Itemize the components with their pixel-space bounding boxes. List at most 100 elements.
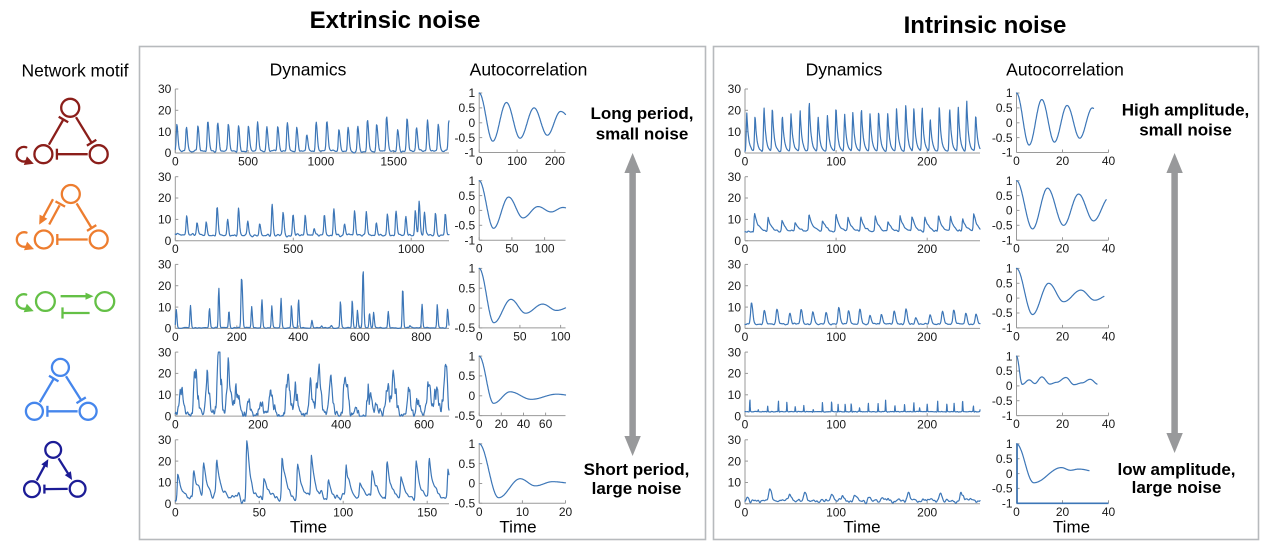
svg-text:20: 20 (1056, 329, 1070, 343)
svg-text:100: 100 (551, 329, 571, 343)
svg-text:20: 20 (728, 454, 742, 468)
svg-text:100: 100 (826, 330, 846, 344)
svg-text:20: 20 (728, 367, 742, 381)
svg-text:0.5: 0.5 (459, 369, 476, 383)
svg-text:High amplitude,: High amplitude, (1122, 101, 1250, 120)
svg-text:20: 20 (1056, 242, 1070, 256)
svg-text:-1: -1 (1002, 146, 1013, 160)
svg-text:40: 40 (1102, 417, 1116, 431)
svg-text:20: 20 (158, 104, 172, 118)
svg-text:small noise: small noise (596, 124, 689, 143)
svg-text:Time: Time (290, 518, 327, 537)
svg-text:0: 0 (172, 418, 179, 432)
svg-text:0: 0 (165, 146, 172, 160)
svg-text:0: 0 (742, 155, 749, 169)
svg-text:0: 0 (469, 116, 476, 130)
svg-text:30: 30 (728, 82, 742, 96)
svg-text:0: 0 (469, 204, 476, 218)
svg-text:0.5: 0.5 (459, 457, 476, 471)
svg-text:10: 10 (158, 213, 172, 227)
svg-text:0: 0 (469, 301, 476, 315)
svg-text:10: 10 (728, 300, 742, 314)
svg-text:20: 20 (158, 454, 172, 468)
svg-text:10: 10 (158, 476, 172, 490)
svg-text:0: 0 (1006, 116, 1013, 130)
svg-text:0: 0 (172, 242, 179, 256)
svg-text:1: 1 (1006, 174, 1013, 188)
svg-text:30: 30 (158, 82, 172, 96)
svg-text:10: 10 (728, 125, 742, 139)
svg-text:-0.5: -0.5 (455, 409, 476, 423)
svg-text:100: 100 (333, 505, 353, 519)
svg-text:0: 0 (476, 417, 483, 431)
svg-text:150: 150 (417, 505, 437, 519)
svg-text:0: 0 (1013, 329, 1020, 343)
svg-text:20: 20 (158, 279, 172, 293)
svg-text:-0.5: -0.5 (992, 394, 1013, 408)
svg-text:Dynamics: Dynamics (806, 60, 883, 80)
svg-text:0: 0 (734, 322, 741, 336)
svg-text:60: 60 (539, 417, 553, 431)
svg-text:40: 40 (517, 417, 531, 431)
svg-text:20: 20 (728, 279, 742, 293)
svg-text:600: 600 (350, 330, 370, 344)
svg-text:100: 100 (535, 242, 555, 256)
svg-text:Network motif: Network motif (22, 61, 129, 81)
svg-text:200: 200 (917, 155, 937, 169)
svg-text:10: 10 (158, 125, 172, 139)
svg-text:Long period,: Long period, (591, 104, 694, 123)
svg-text:600: 600 (414, 418, 434, 432)
svg-text:0: 0 (734, 409, 741, 423)
svg-text:0: 0 (172, 330, 179, 344)
svg-text:0.5: 0.5 (996, 364, 1013, 378)
svg-text:0: 0 (476, 154, 483, 168)
svg-text:200: 200 (917, 242, 937, 256)
svg-text:0: 0 (165, 322, 172, 336)
svg-text:10: 10 (158, 300, 172, 314)
svg-text:200: 200 (917, 330, 937, 344)
svg-text:0: 0 (1013, 505, 1020, 519)
svg-text:-0.5: -0.5 (455, 219, 476, 233)
svg-text:Short period,: Short period, (584, 460, 690, 479)
svg-text:0.5: 0.5 (459, 281, 476, 295)
svg-text:-0.5: -0.5 (455, 497, 476, 511)
svg-text:-1: -1 (1002, 497, 1013, 511)
svg-text:0: 0 (469, 389, 476, 403)
svg-text:20: 20 (559, 505, 573, 519)
svg-text:-1: -1 (465, 233, 476, 247)
svg-text:10: 10 (728, 388, 742, 402)
svg-text:1: 1 (1006, 349, 1013, 363)
svg-text:0: 0 (172, 155, 179, 169)
svg-text:10: 10 (516, 505, 530, 519)
svg-text:Autocorrelation: Autocorrelation (1006, 60, 1124, 80)
svg-text:1: 1 (469, 86, 476, 100)
svg-text:10: 10 (728, 476, 742, 490)
svg-text:0: 0 (476, 242, 483, 256)
svg-text:400: 400 (288, 330, 308, 344)
svg-text:0: 0 (1013, 417, 1020, 431)
svg-text:20: 20 (158, 367, 172, 381)
svg-text:20: 20 (728, 104, 742, 118)
svg-text:20: 20 (495, 417, 509, 431)
svg-text:Dynamics: Dynamics (270, 60, 347, 80)
svg-text:1000: 1000 (398, 242, 425, 256)
svg-text:20: 20 (1056, 505, 1070, 519)
svg-text:0: 0 (1006, 467, 1013, 481)
svg-text:0.5: 0.5 (996, 452, 1013, 466)
svg-text:1: 1 (1006, 437, 1013, 451)
svg-text:Time: Time (1053, 518, 1090, 537)
svg-text:1500: 1500 (380, 155, 407, 169)
svg-text:0.5: 0.5 (996, 101, 1013, 115)
svg-text:0: 0 (1013, 242, 1020, 256)
svg-text:0: 0 (1006, 204, 1013, 218)
svg-text:30: 30 (158, 345, 172, 359)
svg-text:-1: -1 (465, 146, 476, 160)
svg-text:-0.5: -0.5 (992, 306, 1013, 320)
svg-text:1: 1 (1006, 262, 1013, 276)
svg-text:0: 0 (734, 146, 741, 160)
svg-text:-0.5: -0.5 (455, 131, 476, 145)
svg-text:0: 0 (742, 242, 749, 256)
svg-text:0: 0 (165, 409, 172, 423)
svg-text:0.5: 0.5 (459, 189, 476, 203)
svg-text:100: 100 (826, 242, 846, 256)
